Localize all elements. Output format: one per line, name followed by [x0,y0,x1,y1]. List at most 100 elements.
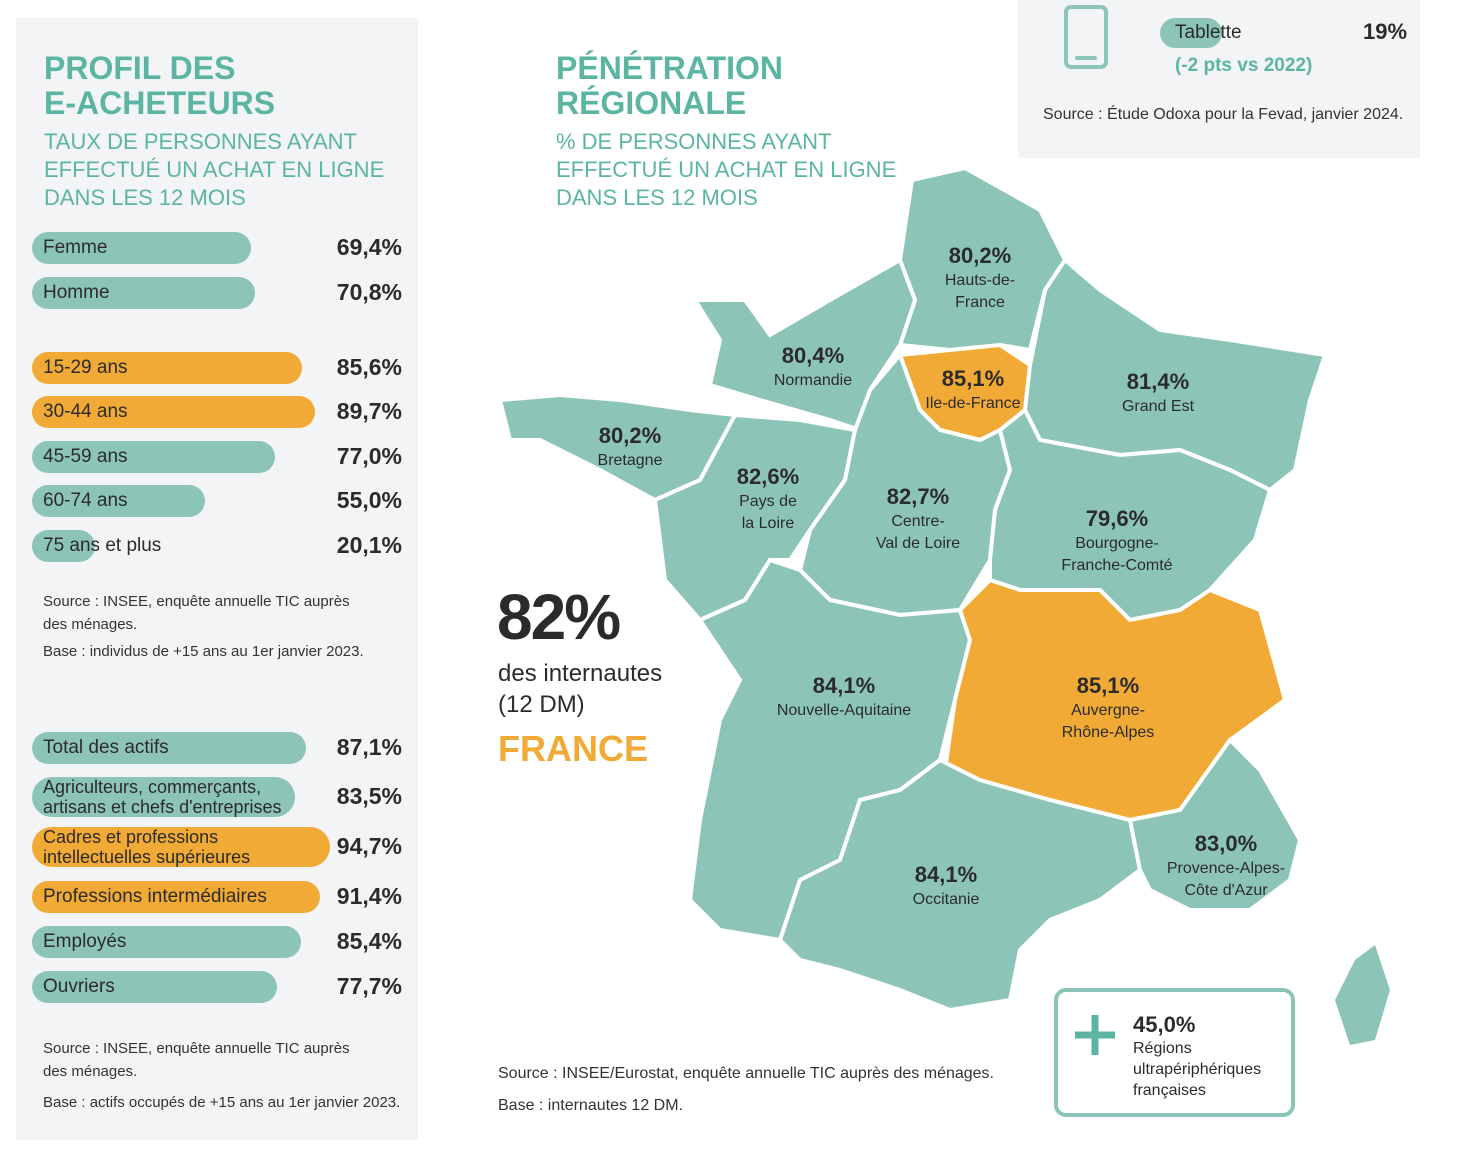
bar [32,881,320,913]
overseas-text: ultrapériphériques [1133,1061,1262,1078]
bar [32,732,307,764]
region-name: Rhône-Alpes [1062,724,1155,741]
bar [32,396,315,428]
overseas-text: Régions [1133,1040,1192,1057]
region-name: Provence-Alpes- [1167,860,1285,877]
bar-label: 30-44 ans [43,401,128,422]
bar-label: Homme [43,282,110,303]
map-title: PÉNÉTRATION [556,50,783,86]
region-name: Val de Loire [876,535,960,552]
profile-title: E-ACHETEURS [44,85,276,121]
region-name: Bretagne [598,452,663,469]
value-label: 83,5% [336,783,402,809]
map-subtitle: % DE PERSONNES AYANT [556,129,832,154]
france-value: 82% [497,581,621,653]
map-subtitle: EFFECTUÉ UN ACHAT EN LIGNE [556,157,897,182]
map-subtitle: DANS LES 12 MOIS [556,185,758,210]
value-label: 87,1% [336,734,402,760]
region-name: Côte d'Azur [1184,882,1268,899]
region-value: 84,1% [813,673,875,698]
source: Source : INSEE, enquête annuelle TIC aup… [43,1040,350,1080]
bar [32,352,302,384]
region-value: 80,2% [599,423,661,448]
profile-subtitle: DANS LES 12 MOIS [44,185,246,210]
region-name: Hauts-de- [945,272,1015,289]
value-label: 94,7% [336,833,402,859]
region-value: 85,1% [1077,673,1139,698]
overseas-text: françaises [1133,1082,1206,1099]
profile-subtitle: TAUX DE PERSONNES AYANT [44,129,357,154]
overseas-box [1054,988,1295,1117]
device-pill [1160,18,1222,48]
bar [32,971,277,1003]
value-label: 85,6% [336,354,402,380]
region-name: Grand Est [1122,398,1195,415]
device-value: 19% [1363,19,1408,44]
bar [32,277,256,309]
bar-label: Cadres et professions intellectuelles su… [43,827,251,867]
tablet-icon [1064,5,1108,69]
region-value: 81,4% [1127,369,1189,394]
value-label: 20,1% [336,532,402,558]
value-label: 70,8% [336,279,402,305]
bar-label: 60-74 ans [43,490,128,511]
bar [32,485,206,517]
region-name: Normandie [774,372,852,389]
value-label: 89,7% [336,398,402,424]
bar-label: Agriculteurs, commerçants, artisans et c… [43,777,282,817]
region-value: 85,1% [942,366,1004,391]
value-label: 91,4% [336,883,402,909]
region-value: 79,6% [1086,506,1148,531]
overseas-value: 45,0% [1133,1012,1196,1037]
device-change: (-2 pts vs 2022) [1175,55,1313,76]
bar-label: Femme [43,237,108,258]
bar [32,777,296,817]
france-text: des internautes [498,660,663,687]
value-label: 77,0% [336,443,402,469]
france-text: (12 DM) [498,691,585,718]
value-label: 77,7% [336,973,402,999]
region-name: Centre- [891,513,944,530]
region-value: 84,1% [915,862,977,887]
bar-label: 15-29 ans [43,357,128,378]
region-value: 83,0% [1195,831,1257,856]
map-title: RÉGIONALE [556,85,747,121]
bar-label: Ouvriers [43,976,115,997]
base: Base : internautes 12 DM. [498,1097,683,1114]
tablet-button [1075,56,1097,60]
profile-subtitle: EFFECTUÉ UN ACHAT EN LIGNE [44,157,385,182]
bar [32,827,331,867]
bar-label: Professions intermédiaires [43,886,267,907]
bar [32,926,301,958]
region-name: Bourgogne- [1075,535,1159,552]
value-label: 69,4% [336,234,402,260]
region [652,412,858,623]
profile-title: PROFIL DES [44,50,236,86]
source: Source : INSEE/Eurostat, enquête annuell… [498,1065,994,1082]
plus-icon [1075,1015,1115,1055]
corsica [1335,945,1390,1045]
bar [32,232,251,264]
region-name: Occitanie [913,891,980,908]
bar-label: 75 ans et plus [43,535,162,556]
value-label: 85,4% [336,928,402,954]
device-label: Tablette [1175,22,1242,43]
base: Base : actifs occupés de +15 ans au 1er … [43,1094,401,1111]
value-label: 55,0% [336,487,402,513]
bar-label: Employés [43,931,127,952]
device-source: Source : Étude Odoxa pour la Fevad, janv… [1043,106,1404,123]
region-value: 80,4% [782,343,844,368]
region [691,257,918,433]
bar [32,441,275,473]
source: Source : INSEE, enquête annuelle TIC aup… [43,593,350,633]
france-name: FRANCE [498,728,648,769]
region-name: Nouvelle-Aquitaine [777,702,911,719]
base: Base : individus de +15 ans au 1er janvi… [43,643,364,660]
region-value: 82,6% [737,464,799,489]
region-name: Pays de [739,493,797,510]
bar [32,530,96,562]
region-name: France [955,294,1005,311]
region-value: 82,7% [887,484,949,509]
